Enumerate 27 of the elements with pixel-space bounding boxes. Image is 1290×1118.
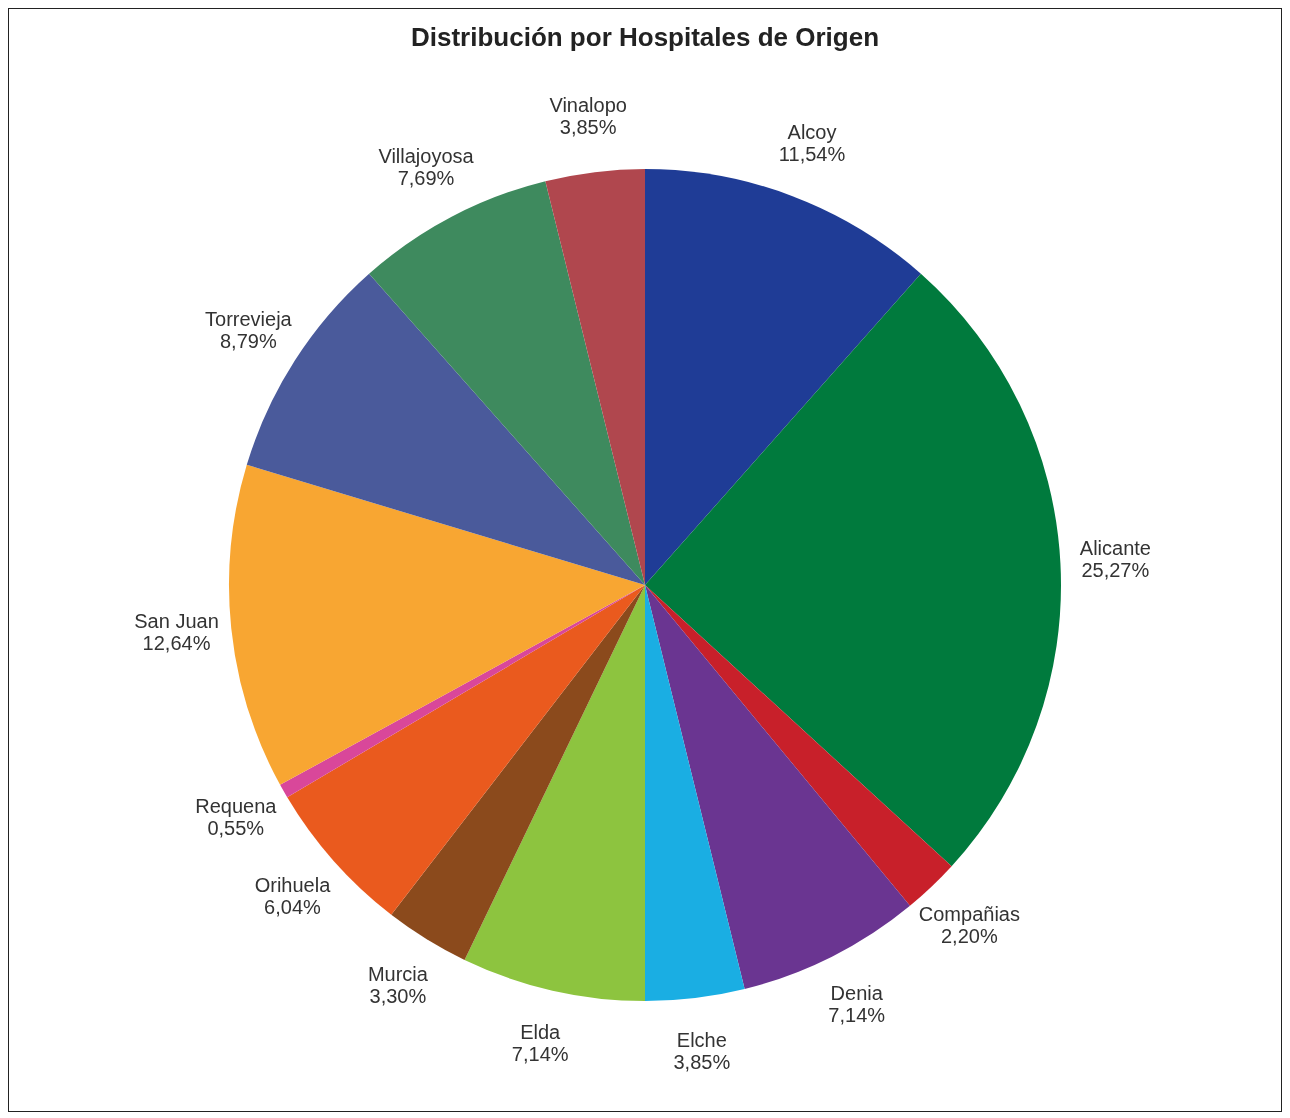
slice-label: Orihuela: [254, 873, 332, 896]
data-label: 7,69%: [397, 166, 455, 189]
data-label: 25,27%: [1081, 559, 1150, 582]
slice-label: San Juan: [134, 610, 219, 633]
slice-label: Torrevieja: [205, 307, 293, 330]
slice-label: Vinalopo: [549, 94, 627, 117]
data-label: 8,79%: [220, 329, 277, 352]
data-label: 3,85%: [673, 1051, 731, 1074]
slice-label: Villajoyosa: [378, 144, 475, 167]
data-label: 11,54%: [778, 143, 846, 166]
slice-label: Alicante: [1079, 537, 1151, 560]
slice-label: Elche: [676, 1029, 727, 1052]
data-label: 2,20%: [941, 925, 998, 948]
data-label: 7,14%: [511, 1042, 569, 1065]
slice-label: Requena: [195, 794, 278, 817]
data-label: 3,30%: [369, 984, 427, 1007]
slice-label: Compañias: [918, 903, 1020, 926]
data-label: 7,14%: [828, 1004, 886, 1027]
slice-label: Denia: [830, 982, 884, 1005]
slice-label: Alcoy: [787, 121, 837, 144]
data-label: 0,55%: [207, 816, 265, 839]
data-label: 3,85%: [559, 116, 617, 139]
slice-label: Elda: [520, 1020, 562, 1043]
data-label: 6,04%: [264, 895, 322, 918]
data-label: 12,64%: [142, 632, 211, 655]
slice-label: Murcia: [367, 962, 429, 985]
chart-title: Distribución por Hospitales de Origen: [410, 21, 880, 52]
